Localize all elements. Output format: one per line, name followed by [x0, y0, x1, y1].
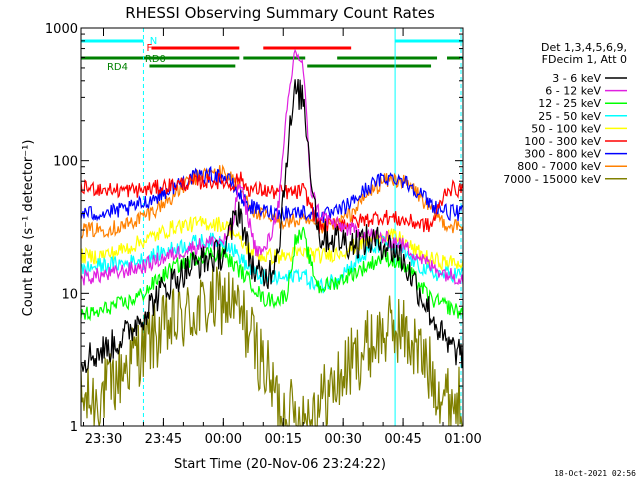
- legend-label: 25 - 50 keV: [538, 110, 601, 123]
- legend-label: 3 - 6 keV: [552, 72, 601, 85]
- series-line: [80, 266, 464, 428]
- night-flag-label: N: [150, 36, 157, 47]
- x-tick-label: 00:45: [384, 432, 421, 447]
- legend-label: 6 - 12 keV: [545, 85, 601, 98]
- legend-label: 300 - 800 keV: [524, 148, 601, 161]
- legend-label: 12 - 25 keV: [538, 97, 601, 110]
- x-tick-label: 01:00: [444, 432, 481, 447]
- x-tick-label: 00:15: [265, 432, 302, 447]
- x-tick-label: 23:45: [145, 432, 182, 447]
- rd0-flag-label: RD0: [145, 54, 166, 65]
- y-tick-label: 1: [70, 420, 78, 435]
- series-line: [80, 216, 464, 272]
- series-line: [80, 48, 464, 286]
- legend-label: 50 - 100 keV: [531, 122, 601, 135]
- y-axis-label: Count Rate (s⁻¹ detector⁻¹): [21, 140, 36, 317]
- rd4-flag-label: RD4: [107, 62, 128, 73]
- flare-flag-label: F: [147, 43, 153, 54]
- x-tick-label: 00:00: [205, 432, 242, 447]
- series-line: [80, 78, 464, 373]
- chart-title: RHESSI Observing Summary Count Rates: [125, 4, 435, 22]
- legend-header-line: Det 1,3,4,5,6,9,: [541, 41, 627, 54]
- series-line: [80, 226, 464, 322]
- x-axis-label: Start Time (20-Nov-06 23:24:22): [174, 457, 386, 472]
- y-tick-label: 1000: [45, 22, 78, 37]
- series-line: [80, 165, 464, 225]
- legend-label: 7000 - 15000 keV: [503, 173, 601, 186]
- legend-header-line: FDecim 1, Att 0: [542, 53, 627, 66]
- x-tick-label: 23:30: [85, 432, 122, 447]
- plot-frame: [80, 27, 464, 427]
- y-tick-label: 100: [53, 155, 78, 170]
- legend-label: 800 - 7000 keV: [517, 160, 601, 173]
- x-tick-label: 00:30: [324, 432, 361, 447]
- series-line: [80, 171, 464, 234]
- legend-label: 100 - 300 keV: [524, 135, 601, 148]
- generation-timestamp: 18-Oct-2021 02:56: [554, 469, 636, 478]
- y-tick-label: 10: [61, 287, 78, 302]
